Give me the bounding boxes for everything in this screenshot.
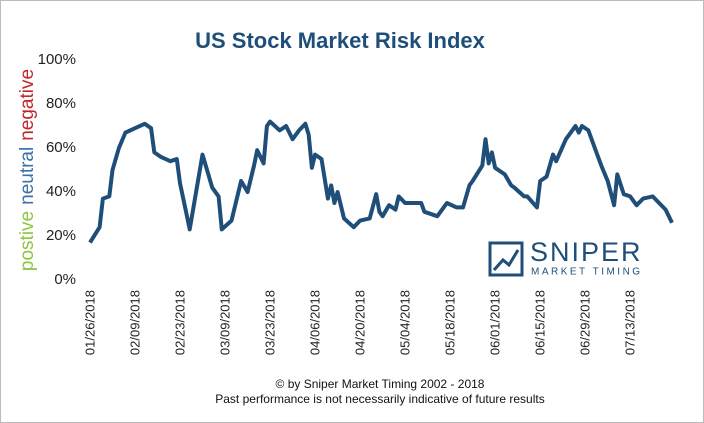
y-tick-label: 60% <box>46 139 76 156</box>
logo-tagline: MARKET TIMING <box>531 267 643 278</box>
y-axis-word: negative <box>17 69 38 141</box>
chart-title: US Stock Market Risk Index <box>195 28 486 53</box>
y-tick-label: 40% <box>46 183 76 200</box>
y-axis-word: neutral <box>17 147 38 205</box>
y-tick-label: 100% <box>38 51 76 68</box>
x-tick-label: 02/09/2018 <box>127 290 142 355</box>
logo-icon <box>488 241 524 277</box>
y-tick-label: 80% <box>46 95 76 112</box>
y-axis-word: postive <box>17 211 38 271</box>
footer-line: Past performance is not necessarily indi… <box>215 392 544 406</box>
logo-arrow <box>492 249 520 272</box>
x-tick-label: 07/13/2018 <box>623 290 638 355</box>
x-tick-label: 02/23/2018 <box>172 290 187 355</box>
x-tick-label: 01/26/2018 <box>82 290 97 355</box>
y-axis-label: postive neutral negative <box>17 69 38 271</box>
x-tick-label: 05/04/2018 <box>398 290 413 355</box>
logo-name: SNIPER <box>530 237 643 267</box>
x-tick-label: 06/01/2018 <box>488 290 503 355</box>
line-series <box>88 119 674 244</box>
y-tick-label: 0% <box>54 271 76 288</box>
x-tick-label: 04/06/2018 <box>308 290 323 355</box>
logo: SNIPER MARKET TIMING <box>488 237 643 278</box>
x-tick-label: 03/09/2018 <box>217 290 232 355</box>
footer-line: © by Sniper Market Timing 2002 - 2018 <box>276 377 485 391</box>
x-tick-label: 05/18/2018 <box>443 290 458 355</box>
x-tick-label: 06/15/2018 <box>533 290 548 355</box>
x-tick-label: 04/20/2018 <box>353 290 368 355</box>
x-tick-label: 06/29/2018 <box>578 290 593 355</box>
y-tick-label: 20% <box>46 227 76 244</box>
x-tick-label: 03/23/2018 <box>263 290 278 355</box>
